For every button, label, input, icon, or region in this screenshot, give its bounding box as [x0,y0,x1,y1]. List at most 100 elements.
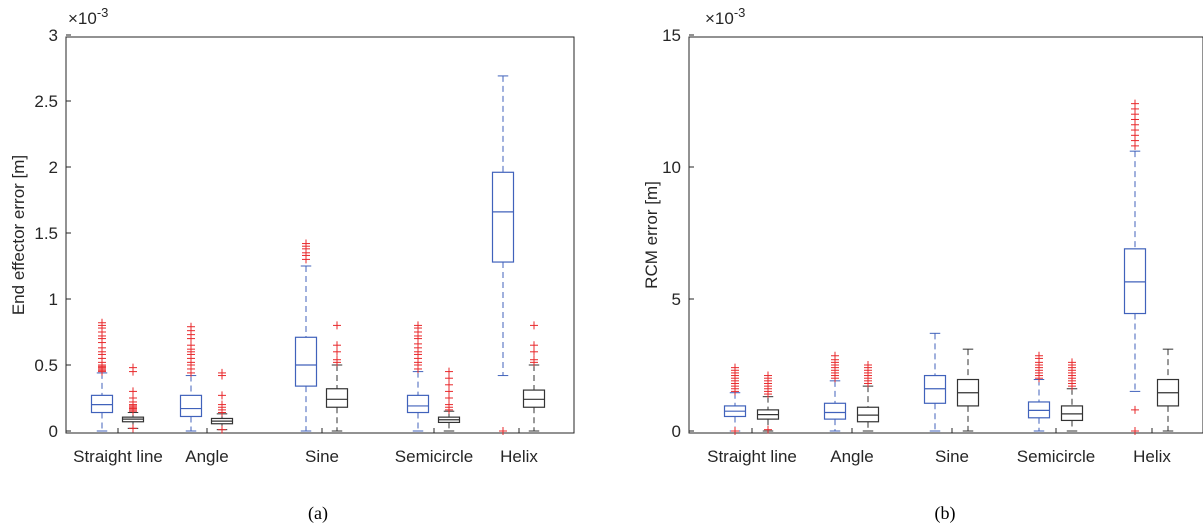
box-iqr [1123,248,1147,315]
outlier-marker [414,321,422,330]
box-semicircle-s2 [1060,358,1084,432]
outlier-marker [1131,405,1139,414]
y-axis-a: 0 0.5 1 1.5 2 2.5 3 [34,26,71,441]
outlier-marker [499,427,507,435]
outlier-marker [1035,351,1043,360]
box-angle-s2 [856,361,880,432]
x-tick-label: Sine [935,447,969,466]
box-angle-s2 [210,368,234,434]
outlier-marker [1131,427,1139,435]
box-sine-s2 [325,321,349,432]
box-straight-line-s2 [756,371,780,434]
outlier-marker [731,427,739,435]
outlier-marker [764,371,772,380]
box-semicircle-s2 [437,367,461,432]
box-sine-s1 [294,239,318,432]
outlier-marker [731,363,739,372]
y-axis-b: 0 5 10 15 [662,26,694,441]
box-helix-s2 [522,321,546,432]
outlier-marker [129,424,137,433]
outlier-marker [1068,358,1076,367]
box-angle-s1 [823,351,847,432]
y-tick-label: 2.5 [34,92,58,111]
x-tick-label: Helix [500,447,538,466]
outlier-marker [445,367,453,376]
exponent-label-b: ×10-3 [705,5,745,28]
plot-area-b [688,36,1203,434]
box-straight-line-s2 [121,363,145,433]
x-tick-label: Angle [830,447,873,466]
outlier-marker [98,318,106,327]
y-tick-label: 15 [662,26,681,45]
outlier-marker [129,387,137,396]
x-tick-label: Straight line [707,447,797,466]
outlier-marker [831,351,839,360]
outlier-marker [333,341,341,350]
box-angle-s1 [179,322,203,432]
box-iqr [923,374,947,404]
box-sine-s1 [923,332,947,432]
x-tick-label: Semicircle [1017,447,1095,466]
box-helix-s1 [491,75,515,435]
y-tick-label: 1.5 [34,224,58,243]
box-iqr [325,388,349,408]
box-helix-s2 [1156,348,1180,432]
outlier-marker [218,425,226,434]
box-iqr [823,402,847,420]
outlier-marker [129,363,137,372]
outlier-marker [530,341,538,350]
box-iqr [406,394,430,414]
y-tick-label: 0 [49,422,58,441]
caption-a: (a) [308,503,328,524]
x-axis-b: Straight line Angle Sine Semicircle Helix [707,428,1171,466]
caption-b: (b) [935,503,956,524]
outlier-marker [864,361,872,369]
outlier-marker [1131,99,1139,108]
box-semicircle-s1 [1027,351,1051,432]
box-semicircle-s1 [406,321,430,432]
panel-b: RCM error [m] ×10-3 (b) 0 5 10 15 Straight … [642,5,1203,524]
box-iqr [491,171,515,263]
plot-area-a [65,36,575,434]
exponent-label-a: ×10-3 [68,5,108,28]
box-iqr [90,394,114,414]
y-tick-label: 5 [672,290,681,309]
y-tick-label: 10 [662,158,681,177]
outlier-marker [530,355,538,364]
ylabel-b: RCM error [m] [642,181,661,289]
boxes-b [723,99,1180,435]
box-straight-line-s1 [90,318,114,432]
outlier-marker [187,322,195,331]
box-iqr [1060,405,1084,422]
y-tick-label: 0 [672,422,681,441]
x-tick-label: Angle [185,447,228,466]
outlier-marker [218,368,226,377]
outlier-marker [302,239,310,248]
outlier-marker [333,321,341,330]
boxes-a [90,75,546,435]
box-iqr [179,394,203,418]
x-tick-label: Sine [305,447,339,466]
box-iqr [522,389,546,408]
box-straight-line-s1 [723,363,747,435]
box-sine-s2 [956,348,980,432]
x-axis-a: Straight line Angle Sine Semicircle Helix [73,428,538,466]
x-tick-label: Semicircle [395,447,473,466]
outlier-marker [218,391,226,400]
box-iqr [294,336,318,387]
panel-a: End effector error [m] ×10-3 (a) 0 0.5 1 1.… [9,5,575,524]
outlier-marker [218,400,226,409]
y-tick-label: 2 [49,158,58,177]
outlier-marker [764,425,772,434]
y-tick-label: 1 [49,290,58,309]
box-helix-s1 [1123,99,1147,435]
box-iqr [856,406,880,423]
ylabel-a: End effector error [m] [9,155,28,315]
y-tick-label: 0.5 [34,356,58,375]
outlier-marker [333,355,341,364]
outlier-marker [530,321,538,330]
x-tick-label: Helix [1133,447,1171,466]
y-tick-label: 3 [49,26,58,45]
x-tick-label: Straight line [73,447,163,466]
